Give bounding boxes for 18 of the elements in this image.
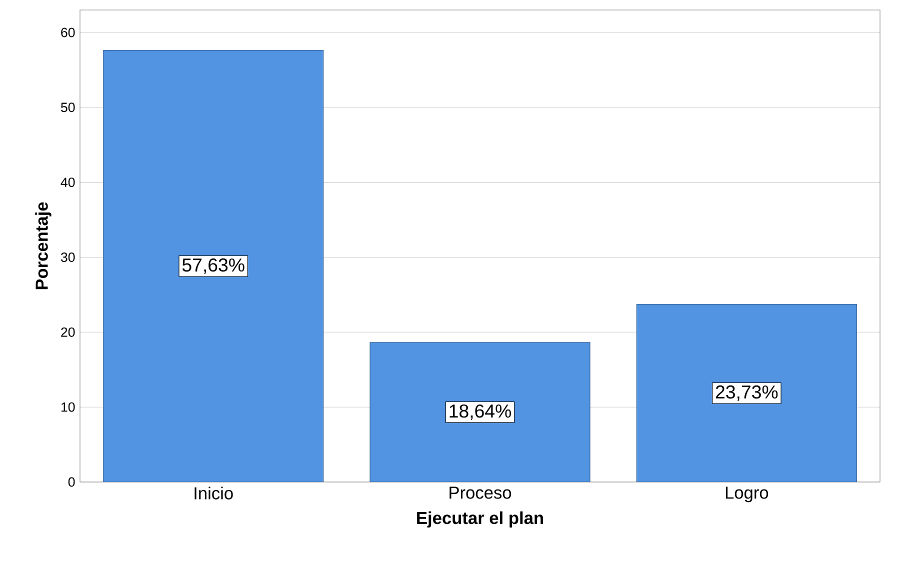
y-tick-label: 60 (61, 28, 75, 38)
bar (103, 50, 324, 482)
bar (636, 304, 857, 482)
y-tick-label: 10 (61, 402, 75, 412)
x-tick-label: Proceso (450, 486, 512, 499)
x-tick-label: Inicio (194, 486, 233, 500)
y-tick-label: 50 (61, 102, 75, 112)
y-tick-label: 30 (60, 252, 75, 262)
data-label: 57,63% (182, 258, 244, 274)
x-axis-title: Ejecutar el plan (417, 511, 543, 528)
bar (370, 342, 590, 482)
y-axis-title: Porcentaje (35, 202, 52, 290)
x-tick-label: Logro (726, 486, 768, 502)
y-tick-label: 20 (61, 327, 75, 337)
y-tick-label: 40 (60, 178, 75, 188)
data-label: 23,73% (716, 385, 778, 401)
data-label: 18,64% (450, 404, 511, 420)
y-tick-label: 0 (68, 477, 75, 487)
